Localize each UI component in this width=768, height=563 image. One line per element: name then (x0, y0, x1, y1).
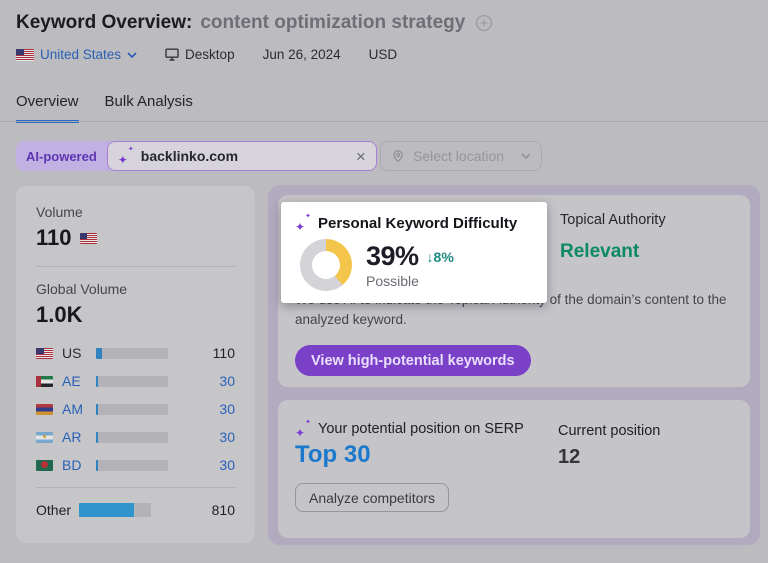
country-code[interactable]: BD (62, 457, 82, 473)
topical-authority-value: Relevant (560, 241, 640, 262)
volume-bar (96, 347, 168, 359)
ar-flag-icon (36, 431, 53, 443)
tab-overview[interactable]: Overview (16, 93, 79, 123)
divider (36, 266, 235, 267)
sparkles-icon: ✦ ✦ (295, 418, 311, 440)
pkd-body: 39% ↓8% Possible (300, 239, 533, 291)
country-code[interactable]: AM (62, 401, 83, 417)
other-label: Other (36, 502, 72, 518)
pkd-header: ✦ ✦ Personal Keyword Difficulty (295, 213, 533, 234)
clear-input-icon[interactable]: × (355, 146, 366, 166)
chevron-down-icon (521, 153, 531, 159)
other-volume: 810 (211, 502, 235, 518)
difficulty-donut-chart (300, 239, 352, 291)
country-row-am: AM 30 (36, 395, 235, 423)
topical-authority-label: Topical Authority (560, 212, 666, 228)
page-title: Keyword Overview: (16, 12, 193, 33)
potential-position-value: Top 30 (295, 441, 371, 468)
date-selector[interactable]: Jun 26, 2024 (263, 47, 341, 62)
query-settings-bar: United States Desktop Jun 26, 2024 USD (16, 47, 397, 62)
volume-label: Volume (36, 204, 83, 220)
volume-card: Volume 110 Global Volume 1.0K US 110 AE … (16, 186, 255, 543)
country-row-ar: AR 30 (36, 423, 235, 451)
divider (36, 487, 235, 488)
currency-selector[interactable]: USD (369, 47, 398, 62)
country-volume: 110 (212, 345, 235, 361)
volume-bar (96, 375, 168, 387)
database-label: United States (40, 47, 122, 62)
country-volume-list: US 110 AE 30 AM 30 AR 30 (36, 339, 235, 525)
volume-value: 110 (36, 225, 235, 251)
country-code[interactable]: AR (62, 429, 82, 445)
desktop-icon (165, 48, 179, 61)
country-volume[interactable]: 30 (219, 457, 235, 473)
country-row-other: Other 810 (36, 495, 235, 525)
serp-position-card (278, 400, 750, 538)
volume-bar (79, 503, 151, 517)
am-flag-icon (36, 403, 53, 415)
difficulty-level: Possible (366, 273, 419, 289)
country-volume[interactable]: 30 (219, 401, 235, 417)
tab-bulk-analysis[interactable]: Bulk Analysis (104, 93, 193, 110)
volume-bar (96, 459, 168, 471)
country-row-bd: BD 30 (36, 451, 235, 479)
serp-potential-header: ✦ ✦ Your potential position on SERP (295, 418, 524, 440)
page-header: Keyword Overview: content optimization s… (16, 12, 493, 34)
current-position-label: Current position (558, 423, 661, 439)
date-label: Jun 26, 2024 (262, 47, 341, 62)
difficulty-percent: 39% (366, 241, 419, 271)
tab-divider (0, 121, 768, 122)
pkd-title: Personal Keyword Difficulty (318, 215, 518, 232)
domain-input[interactable]: ✦ ✦ backlinko.com × (106, 141, 377, 171)
global-volume-value: 1.0K (36, 302, 83, 327)
serp-potential-label: Your potential position on SERP (318, 421, 524, 437)
sparkles-icon: ✦ ✦ (295, 213, 311, 234)
volume-bar (96, 431, 168, 443)
global-volume-label: Global Volume (36, 281, 128, 297)
add-keyword-icon[interactable] (475, 14, 493, 32)
bd-flag-icon (36, 459, 53, 471)
country-code[interactable]: AE (62, 373, 81, 389)
country-code: US (62, 345, 82, 361)
device-selector[interactable]: Desktop (165, 47, 235, 62)
current-position-value: 12 (558, 446, 581, 468)
search-bar: AI-powered ✦ ✦ backlinko.com × Select loc… (16, 141, 542, 171)
topical-authority-block: Topical Authority Relevant (560, 212, 666, 263)
us-flag-icon (36, 347, 53, 359)
personal-keyword-difficulty-box: ✦ ✦ Personal Keyword Difficulty 39% ↓8% P… (281, 202, 547, 303)
country-volume[interactable]: 30 (219, 373, 235, 389)
currency-label: USD (368, 47, 398, 62)
us-flag-icon (16, 48, 34, 61)
analyze-competitors-button[interactable]: Analyze competitors (295, 483, 450, 512)
country-row-ae: AE 30 (36, 367, 235, 395)
pkd-values: 39% ↓8% Possible (366, 241, 454, 289)
location-select[interactable]: Select location (380, 141, 542, 171)
analyzed-keyword: content optimization strategy (200, 12, 466, 33)
country-row-us: US 110 (36, 339, 235, 367)
tab-bar: Overview Bulk Analysis (16, 93, 193, 123)
difficulty-change: ↓8% (426, 248, 454, 265)
ai-powered-badge: AI-powered (16, 141, 111, 171)
volume-bar (96, 403, 168, 415)
domain-input-value: backlinko.com (140, 148, 239, 164)
location-pin-icon (393, 150, 403, 162)
us-flag-icon (79, 232, 97, 244)
location-select-placeholder: Select location (413, 148, 505, 164)
view-high-potential-keywords-button[interactable]: View high-potential keywords (295, 345, 531, 376)
device-label: Desktop (185, 47, 235, 62)
sparkles-icon: ✦ ✦ (117, 145, 134, 167)
chevron-down-icon (127, 51, 137, 58)
database-selector[interactable]: United States (16, 47, 137, 62)
ae-flag-icon (36, 375, 53, 387)
country-volume[interactable]: 30 (219, 429, 235, 445)
